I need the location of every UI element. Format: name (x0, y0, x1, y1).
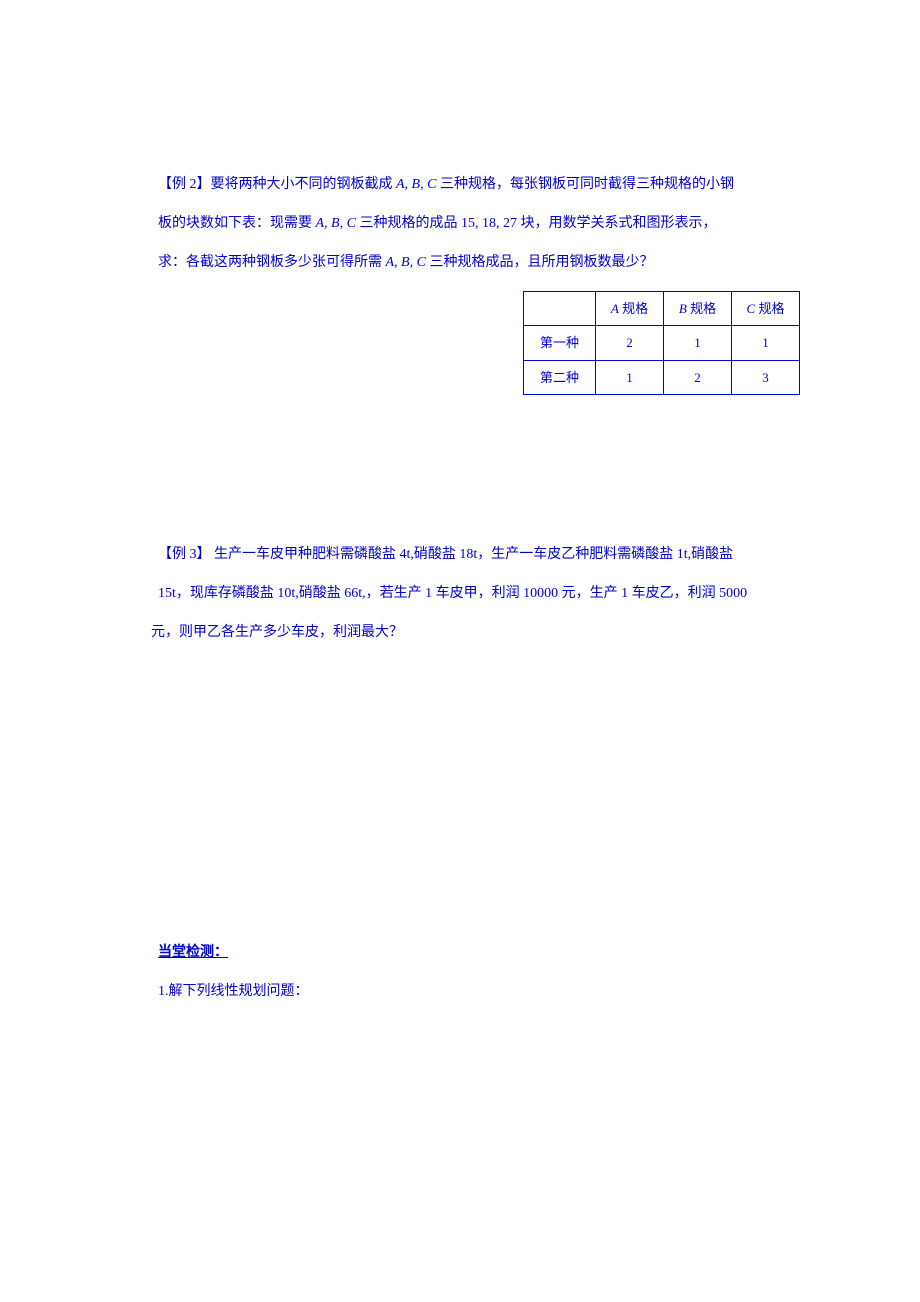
text-prefix: 求：各截这两种钢板多少张可得所需 (158, 255, 386, 270)
abc-variables: A, B, C (386, 255, 426, 270)
row1-a: 2 (596, 326, 664, 361)
row2-label: 第二种 (524, 360, 596, 395)
text-suffix: 三种规格，每张钢板可同时截得三种规格的小钢 (436, 177, 734, 192)
row2-b: 2 (664, 360, 732, 395)
text-prefix: 板的块数如下表：现需要 (158, 216, 316, 231)
row2-a: 1 (596, 360, 664, 395)
text-prefix: 【例 2】要将两种大小不同的钢板截成 (158, 177, 396, 192)
row1-c: 1 (732, 326, 800, 361)
example3-line3: 元，则甲乙各生产多少车皮，利润最大？ (130, 613, 800, 652)
row1-label: 第一种 (524, 326, 596, 361)
header-a: A 规格 (596, 291, 664, 326)
header-c: C 规格 (732, 291, 800, 326)
example-2-block: 【例 2】要将两种大小不同的钢板截成 A, B, C 三种规格，每张钢板可同时截… (130, 165, 800, 283)
header-empty (524, 291, 596, 326)
example2-line3: 求：各截这两种钢板多少张可得所需 A, B, C 三种规格成品，且所用钢板数最少… (130, 243, 800, 282)
abc-variables: A, B, C (396, 177, 436, 192)
table-header-row: A 规格 B 规格 C 规格 (524, 291, 800, 326)
example3-line2: 15t，现库存磷酸盐 10t,硝酸盐 66t,，若生产 1 车皮甲，利润 100… (130, 574, 800, 613)
steel-plate-table: A 规格 B 规格 C 规格 第一种 2 1 1 第二种 1 2 3 (523, 291, 800, 396)
example3-line1: 【例 3】 生产一车皮甲种肥料需磷酸盐 4t,硝酸盐 18t，生产一车皮乙种肥料… (130, 535, 800, 574)
example2-line1: 【例 2】要将两种大小不同的钢板截成 A, B, C 三种规格，每张钢板可同时截… (130, 165, 800, 204)
example-3-block: 【例 3】 生产一车皮甲种肥料需磷酸盐 4t,硝酸盐 18t，生产一车皮乙种肥料… (130, 535, 800, 653)
spacer (130, 395, 800, 535)
spacer (130, 653, 800, 933)
section-heading: 当堂检测： (130, 933, 800, 972)
text-suffix: 三种规格的成品 15, 18, 27 块，用数学关系式和图形表示， (356, 216, 717, 231)
example2-line2: 板的块数如下表：现需要 A, B, C 三种规格的成品 15, 18, 27 块… (130, 204, 800, 243)
row1-b: 1 (664, 326, 732, 361)
table-row: 第一种 2 1 1 (524, 326, 800, 361)
row2-c: 3 (732, 360, 800, 395)
steel-plate-table-container: A 规格 B 规格 C 规格 第一种 2 1 1 第二种 1 2 3 (130, 291, 800, 396)
abc-variables: A, B, C (316, 216, 356, 231)
table-row: 第二种 1 2 3 (524, 360, 800, 395)
text-suffix: 三种规格成品，且所用钢板数最少？ (426, 255, 654, 270)
question-1: 1.解下列线性规划问题： (130, 972, 800, 1011)
header-b: B 规格 (664, 291, 732, 326)
